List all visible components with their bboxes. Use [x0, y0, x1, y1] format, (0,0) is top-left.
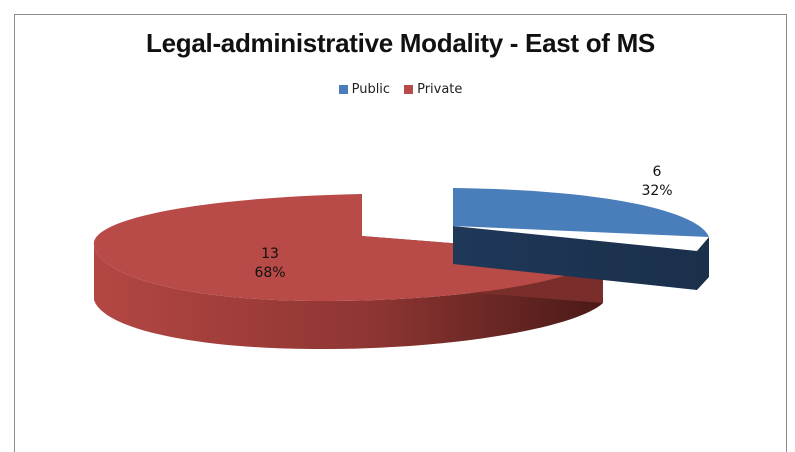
pie-slice-private-top	[93, 194, 603, 302]
legend-swatch-public	[338, 85, 348, 94]
legend-item-public: Public	[338, 82, 391, 97]
legend-label-public: Public	[351, 82, 391, 97]
legend-swatch-private	[404, 85, 414, 94]
pie-slice-public-depth	[453, 226, 709, 290]
legend-item-private: Private	[404, 82, 462, 97]
pie-label-private-value: 13	[261, 246, 279, 262]
chart-title: Legal-administrative Modality - East of …	[146, 28, 655, 58]
pie-slice-public-top	[453, 188, 709, 237]
chart-legend: Public Private	[14, 82, 787, 97]
legend-label-private: Private	[417, 82, 463, 97]
pie-label-public-percent: 32%	[641, 183, 672, 199]
pie-slice-private-depth	[94, 245, 603, 350]
pie-slice-public: 6 32%	[453, 164, 709, 290]
pie-label-private-percent: 68%	[254, 265, 285, 281]
pie-label-public-value: 6	[653, 164, 662, 180]
